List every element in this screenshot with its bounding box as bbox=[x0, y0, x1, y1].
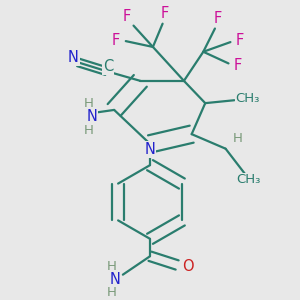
Text: F: F bbox=[112, 33, 120, 48]
Text: CH₃: CH₃ bbox=[237, 173, 261, 186]
Text: H: H bbox=[84, 97, 94, 110]
Text: F: F bbox=[234, 58, 242, 73]
Text: F: F bbox=[236, 33, 244, 48]
Text: N: N bbox=[145, 142, 155, 157]
Text: F: F bbox=[214, 11, 222, 26]
Text: H: H bbox=[106, 286, 116, 298]
Text: H: H bbox=[84, 124, 94, 137]
Text: F: F bbox=[123, 9, 131, 24]
Text: F: F bbox=[160, 5, 169, 20]
Text: N: N bbox=[86, 109, 97, 124]
Text: H: H bbox=[106, 260, 116, 273]
Text: N: N bbox=[68, 50, 79, 65]
Text: CH₃: CH₃ bbox=[236, 92, 260, 105]
Text: H: H bbox=[233, 133, 243, 146]
Text: O: O bbox=[182, 260, 194, 274]
Text: N: N bbox=[110, 272, 121, 287]
Text: C: C bbox=[103, 59, 113, 74]
